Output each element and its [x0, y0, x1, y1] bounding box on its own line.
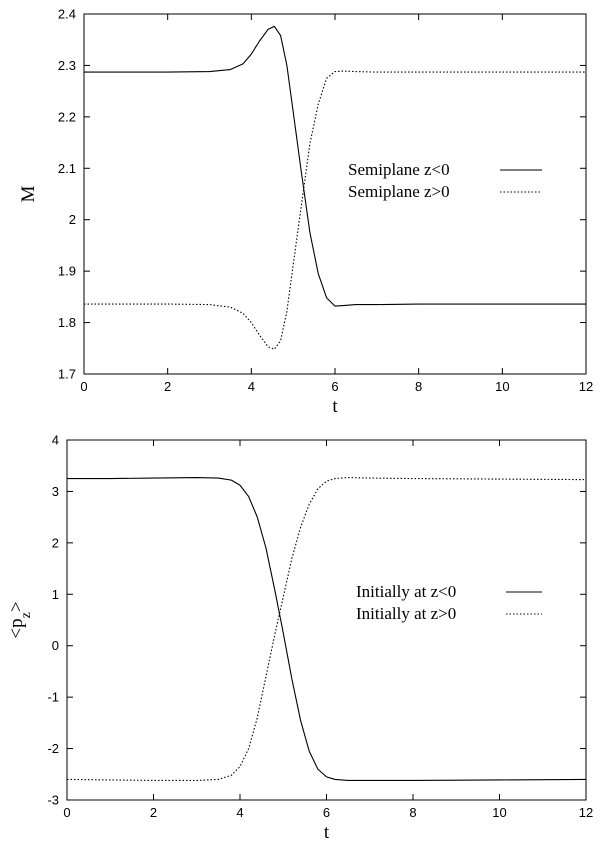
x-tick-label: 6 [331, 379, 338, 394]
x-tick-label: 10 [492, 805, 506, 820]
y-axis-label: <pz> [6, 601, 34, 638]
series-line-solid [67, 476, 586, 782]
x-tick-label: 8 [415, 379, 422, 394]
x-tick-label: 6 [323, 805, 330, 820]
legend-label: Initially at z>0 [356, 604, 456, 623]
legend-label: Initially at z<0 [356, 582, 456, 601]
y-tick-label: 2.1 [58, 161, 76, 176]
y-tick-label: 2.4 [58, 7, 76, 22]
x-tick-label: 2 [164, 379, 171, 394]
y-tick-label: 1 [52, 587, 59, 602]
x-axis-label: t [324, 822, 330, 843]
y-tick-label: 1.8 [58, 315, 76, 330]
y-tick-label: -2 [47, 741, 59, 756]
y-tick-label: 3 [52, 484, 59, 499]
x-axis-label: t [332, 396, 338, 417]
y-tick-label: 2 [52, 535, 59, 550]
x-tick-label: 8 [409, 805, 416, 820]
y-tick-label: 4 [52, 433, 59, 448]
y-tick-label: 1.9 [58, 264, 76, 279]
y-tick-label: 0 [52, 638, 59, 653]
x-tick-label: 0 [63, 805, 70, 820]
y-tick-label: -1 [47, 690, 59, 705]
chart-m-vs-t: 0 2 4 6 8 10 12 1.7 1.8 1.9 2 2.1 2.2 2.3 2.4 t M Semipla… [18, 7, 593, 418]
x-tick-label: 12 [579, 805, 593, 820]
y-tick-label: 2.2 [58, 109, 76, 124]
plot-frame [83, 13, 587, 375]
legend-label: Semiplane z>0 [348, 182, 450, 201]
plot-frame [66, 439, 587, 801]
x-tick-label: 12 [579, 379, 593, 394]
series-line-dotted [84, 70, 586, 350]
y-tick-label: 1.7 [58, 367, 76, 382]
series-line-dotted [67, 476, 586, 782]
x-tick-label: 4 [236, 805, 243, 820]
x-tick-label: 2 [150, 805, 157, 820]
y-tick-label: 2 [69, 212, 76, 227]
legend-label: Semiplane z<0 [348, 160, 450, 179]
y-axis-label: M [18, 185, 39, 202]
x-tick-label: 10 [495, 379, 509, 394]
x-tick-label: 4 [248, 379, 255, 394]
y-tick-label: 2.3 [58, 58, 76, 73]
y-tick-label: -3 [47, 793, 59, 808]
series-line-solid [84, 25, 586, 307]
x-tick-label: 0 [80, 379, 87, 394]
